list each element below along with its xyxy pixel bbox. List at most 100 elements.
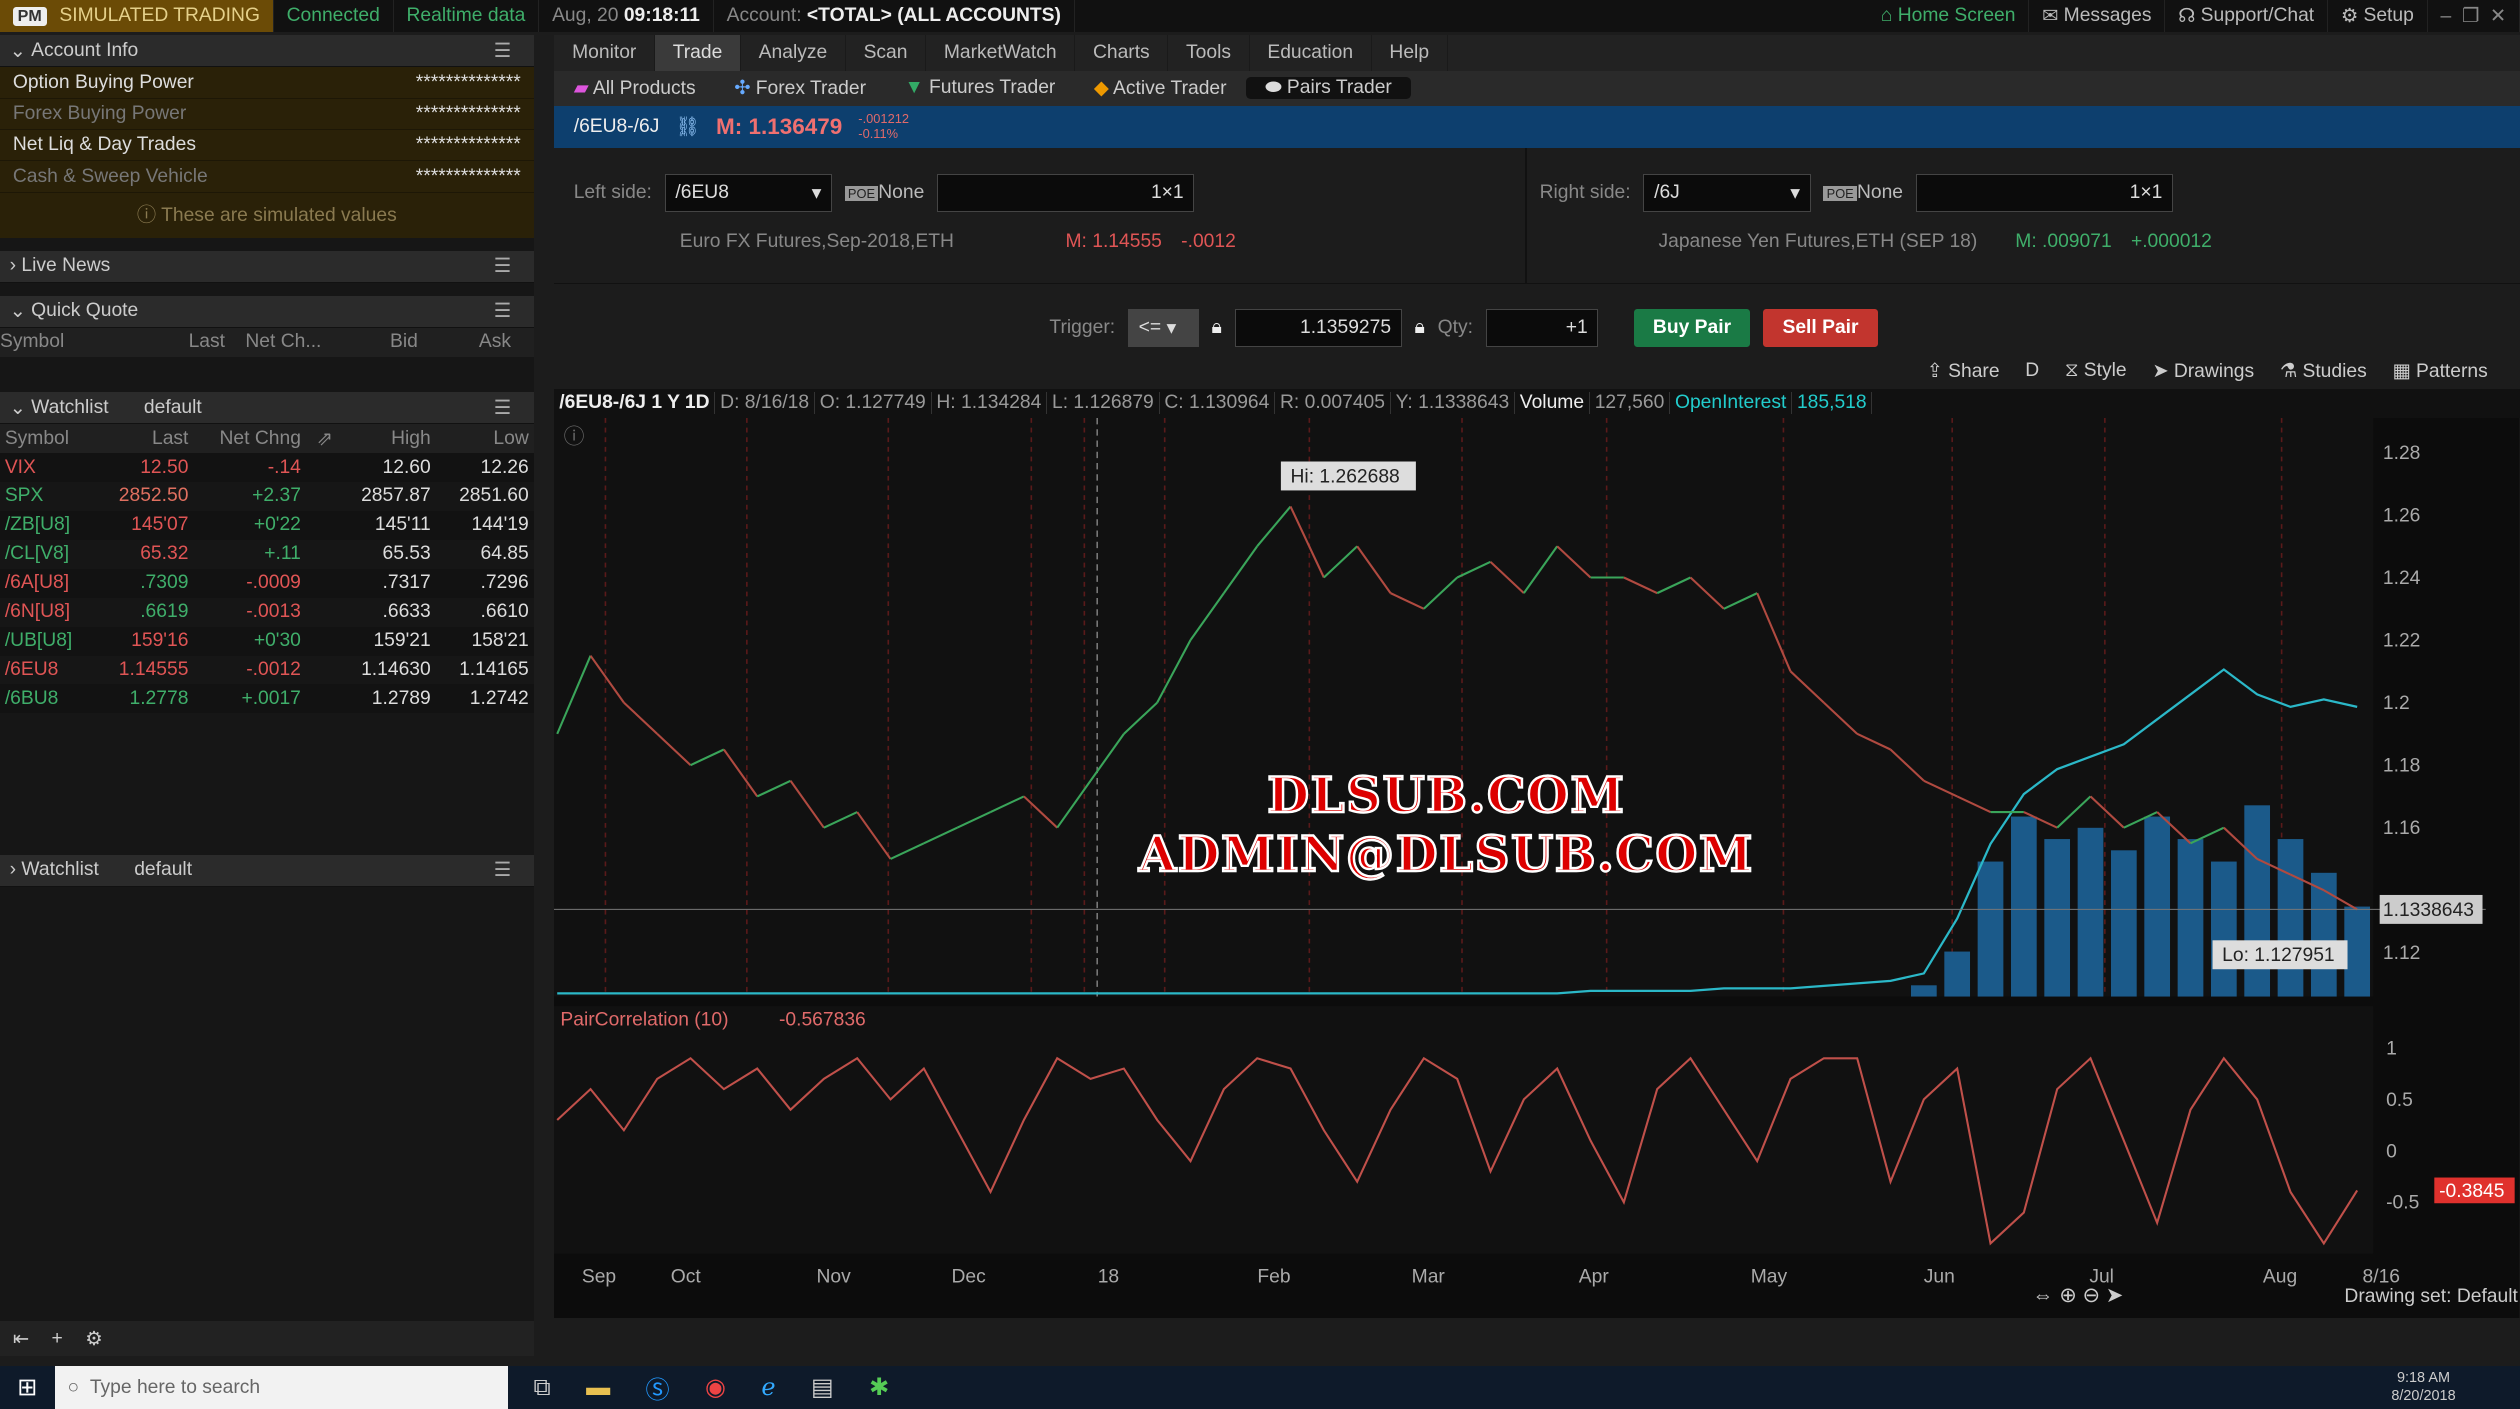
watchlist-row[interactable]: /CL[V8] 65.32 +.11 65.53 64.85 [0,540,534,569]
right-symbol-select[interactable]: /6J ▾ [1643,173,1811,213]
live-news-header[interactable]: › Live News ☰ [0,250,534,283]
menu-icon[interactable]: ☰ [493,860,512,882]
tab-marketwatch[interactable]: MarketWatch [926,35,1076,71]
symbol[interactable]: /6N[U8] [4,601,71,623]
symbol[interactable]: /6A[U8] [0,568,96,598]
trigger-price-input[interactable]: 1.1359275 [1234,308,1402,348]
column-header[interactable]: ⇗ [305,424,338,454]
watchlist-selector[interactable]: default [143,396,202,418]
column-header[interactable]: Last [95,424,194,454]
edge-icon[interactable]: ℯ [761,1374,776,1402]
study-title[interactable]: PairCorrelation (10) [561,1009,729,1030]
column-header[interactable]: Net Chng [193,424,306,454]
tab-monitor[interactable]: Monitor [554,35,656,71]
column-header[interactable]: Symbol [0,331,65,353]
info-icon[interactable]: ⓘ [564,425,585,448]
account-info-header[interactable]: ⌄ Account Info ☰ [0,35,534,68]
tab-education[interactable]: Education [1250,35,1372,71]
drawing-set-label[interactable]: Drawing set: Default [2345,1286,2519,1307]
tab-scan[interactable]: Scan [846,35,927,71]
watchlist-row[interactable]: /6BU8 1.2778 +.0017 1.2789 1.2742 [0,684,534,714]
toolbar-d[interactable]: D [2025,360,2039,382]
menu-icon[interactable]: ☰ [493,301,512,323]
watchlist-row[interactable]: SPX 2852.50 +2.37 2857.87 2851.60 [0,482,534,511]
collapse-icon[interactable]: ⇤ [12,1328,29,1350]
clock[interactable]: 9:18 AM 8/20/2018 [2391,1370,2455,1405]
column-header[interactable]: Last [188,331,225,353]
left-ratio-input[interactable]: 1×1 [937,173,1195,213]
plus-icon[interactable]: + [51,1327,63,1349]
menu-icon[interactable]: ☰ [493,397,512,419]
tab-help[interactable]: Help [1372,35,1448,71]
column-header[interactable]: Low [435,424,534,454]
symbol[interactable]: /UB[U8] [0,626,96,656]
video-icon[interactable]: ▤ [810,1374,834,1402]
pos-effect-right[interactable]: POE None [1823,182,1903,204]
thinkorswim-icon[interactable]: ✱ [869,1374,890,1402]
support-button[interactable]: ☊ Support/Chat [2165,0,2329,33]
zoom-controls-icon[interactable]: ⇔ ⊕ ⊖ ➤ [2033,1284,2124,1307]
symbol[interactable]: /6BU8 [0,684,96,714]
menu-icon[interactable]: ☰ [493,40,512,62]
toolbar-studies[interactable]: ⚗ Studies [2280,359,2367,383]
right-ratio-input[interactable]: 1×1 [1915,173,2173,213]
subtab-futures-trader[interactable]: ▼ Futures Trader [885,77,1074,99]
datetime[interactable]: Aug, 20 09:18:11 [539,0,714,33]
column-header[interactable]: Ask [478,331,512,353]
home-screen-button[interactable]: ⌂ Home Screen [1868,0,2030,33]
setup-button[interactable]: ⚙ Setup [2328,0,2428,33]
subtab-forex-trader[interactable]: ✣ Forex Trader [715,76,885,100]
menu-icon[interactable]: ☰ [493,256,512,278]
chrome-icon[interactable]: ◉ [704,1374,726,1402]
left-symbol-select[interactable]: /6EU8 ▾ [664,173,832,213]
skype-icon[interactable]: Ⓢ [645,1377,670,1405]
watchlist-selector[interactable]: default [134,859,193,881]
buy-pair-button[interactable]: Buy Pair [1633,308,1751,348]
pair-symbol[interactable]: /6EU8-/6J [573,115,660,137]
link-icon[interactable]: ⛓ [675,116,700,138]
toolbar-style[interactable]: ⧖ Style [2065,360,2127,382]
messages-button[interactable]: ✉ Messages [2029,0,2166,33]
watchlist2-header[interactable]: › Watchlist default ☰ [0,854,534,887]
task-view-icon[interactable]: ⧉ [533,1373,551,1401]
trigger-operator-select[interactable]: <= ▾ [1127,308,1199,348]
watchlist-row[interactable]: /UB[U8] 159'16 +0'30 159'21 158'21 [0,626,534,656]
lock-icon[interactable]: 🔒︎ [1414,316,1425,338]
symbol[interactable]: SPX [4,485,44,507]
sell-pair-button[interactable]: Sell Pair [1763,308,1878,348]
symbol[interactable]: /ZB[U8] [0,510,96,540]
toolbar-patterns[interactable]: ▦ Patterns [2392,359,2487,383]
toolbar-share[interactable]: ⇪ Share [1927,359,2000,383]
quick-quote-header[interactable]: ⌄ Quick Quote ☰ [0,295,534,328]
watchlist-row[interactable]: /ZB[U8] 145'07 +0'22 145'11 144'19 [0,510,534,540]
window-controls[interactable]: – ❐ ✕ [2428,0,2520,33]
account-selector[interactable]: Account: <TOTAL> (ALL ACCOUNTS) [714,0,1075,33]
taskbar-search[interactable]: ○ Type here to search [54,1366,508,1409]
gear-icon[interactable]: ⚙ [85,1328,103,1350]
watchlist-row[interactable]: /6N[U8] .6619 -.0013 .6633 .6610 [0,598,534,627]
windows-start-icon[interactable]: ⊞ [17,1374,38,1402]
tab-analyze[interactable]: Analyze [741,35,846,71]
subtab-all-products[interactable]: ▰ All Products [554,76,714,100]
symbol[interactable]: /6EU8 [4,658,59,680]
watchlist-header[interactable]: ⌄ Watchlist default ☰ [0,392,534,425]
price-chart[interactable]: 1.28 1.26 1.24 1.22 1.2 1.18 1.16 1.12 Hi: 1.262… [554,417,2520,1318]
watchlist-row[interactable]: /6EU8 1.14555 -.0012 1.14630 1.14165 [0,656,534,685]
column-header[interactable]: Net Ch... [245,331,322,353]
symbol[interactable]: /CL[V8] [4,543,70,565]
data-feed-status[interactable]: Realtime data [394,0,540,33]
column-header[interactable]: High [337,424,436,454]
column-header[interactable]: Symbol [0,424,96,454]
tab-charts[interactable]: Charts [1075,35,1169,71]
subtab-pairs-trader[interactable]: ⬬ Pairs Trader [1245,77,1412,100]
symbol[interactable]: VIX [0,453,96,482]
qty-input[interactable]: +1 [1485,308,1599,348]
subtab-active-trader[interactable]: ◆ Active Trader [1075,76,1246,100]
mode-indicator[interactable]: PM SIMULATED TRADING [0,0,274,33]
pos-effect-left[interactable]: POE None [844,182,924,204]
column-header[interactable]: Bid [389,331,418,353]
toolbar-drawings[interactable]: ➤ Drawings [2152,359,2254,383]
watchlist-row[interactable]: /6A[U8] .7309 -.0009 .7317.7296 [0,568,534,598]
lock-icon[interactable]: 🔒︎ [1211,316,1222,338]
chart-symbol[interactable]: /6EU8-/6J 1 Y 1D [554,392,716,415]
